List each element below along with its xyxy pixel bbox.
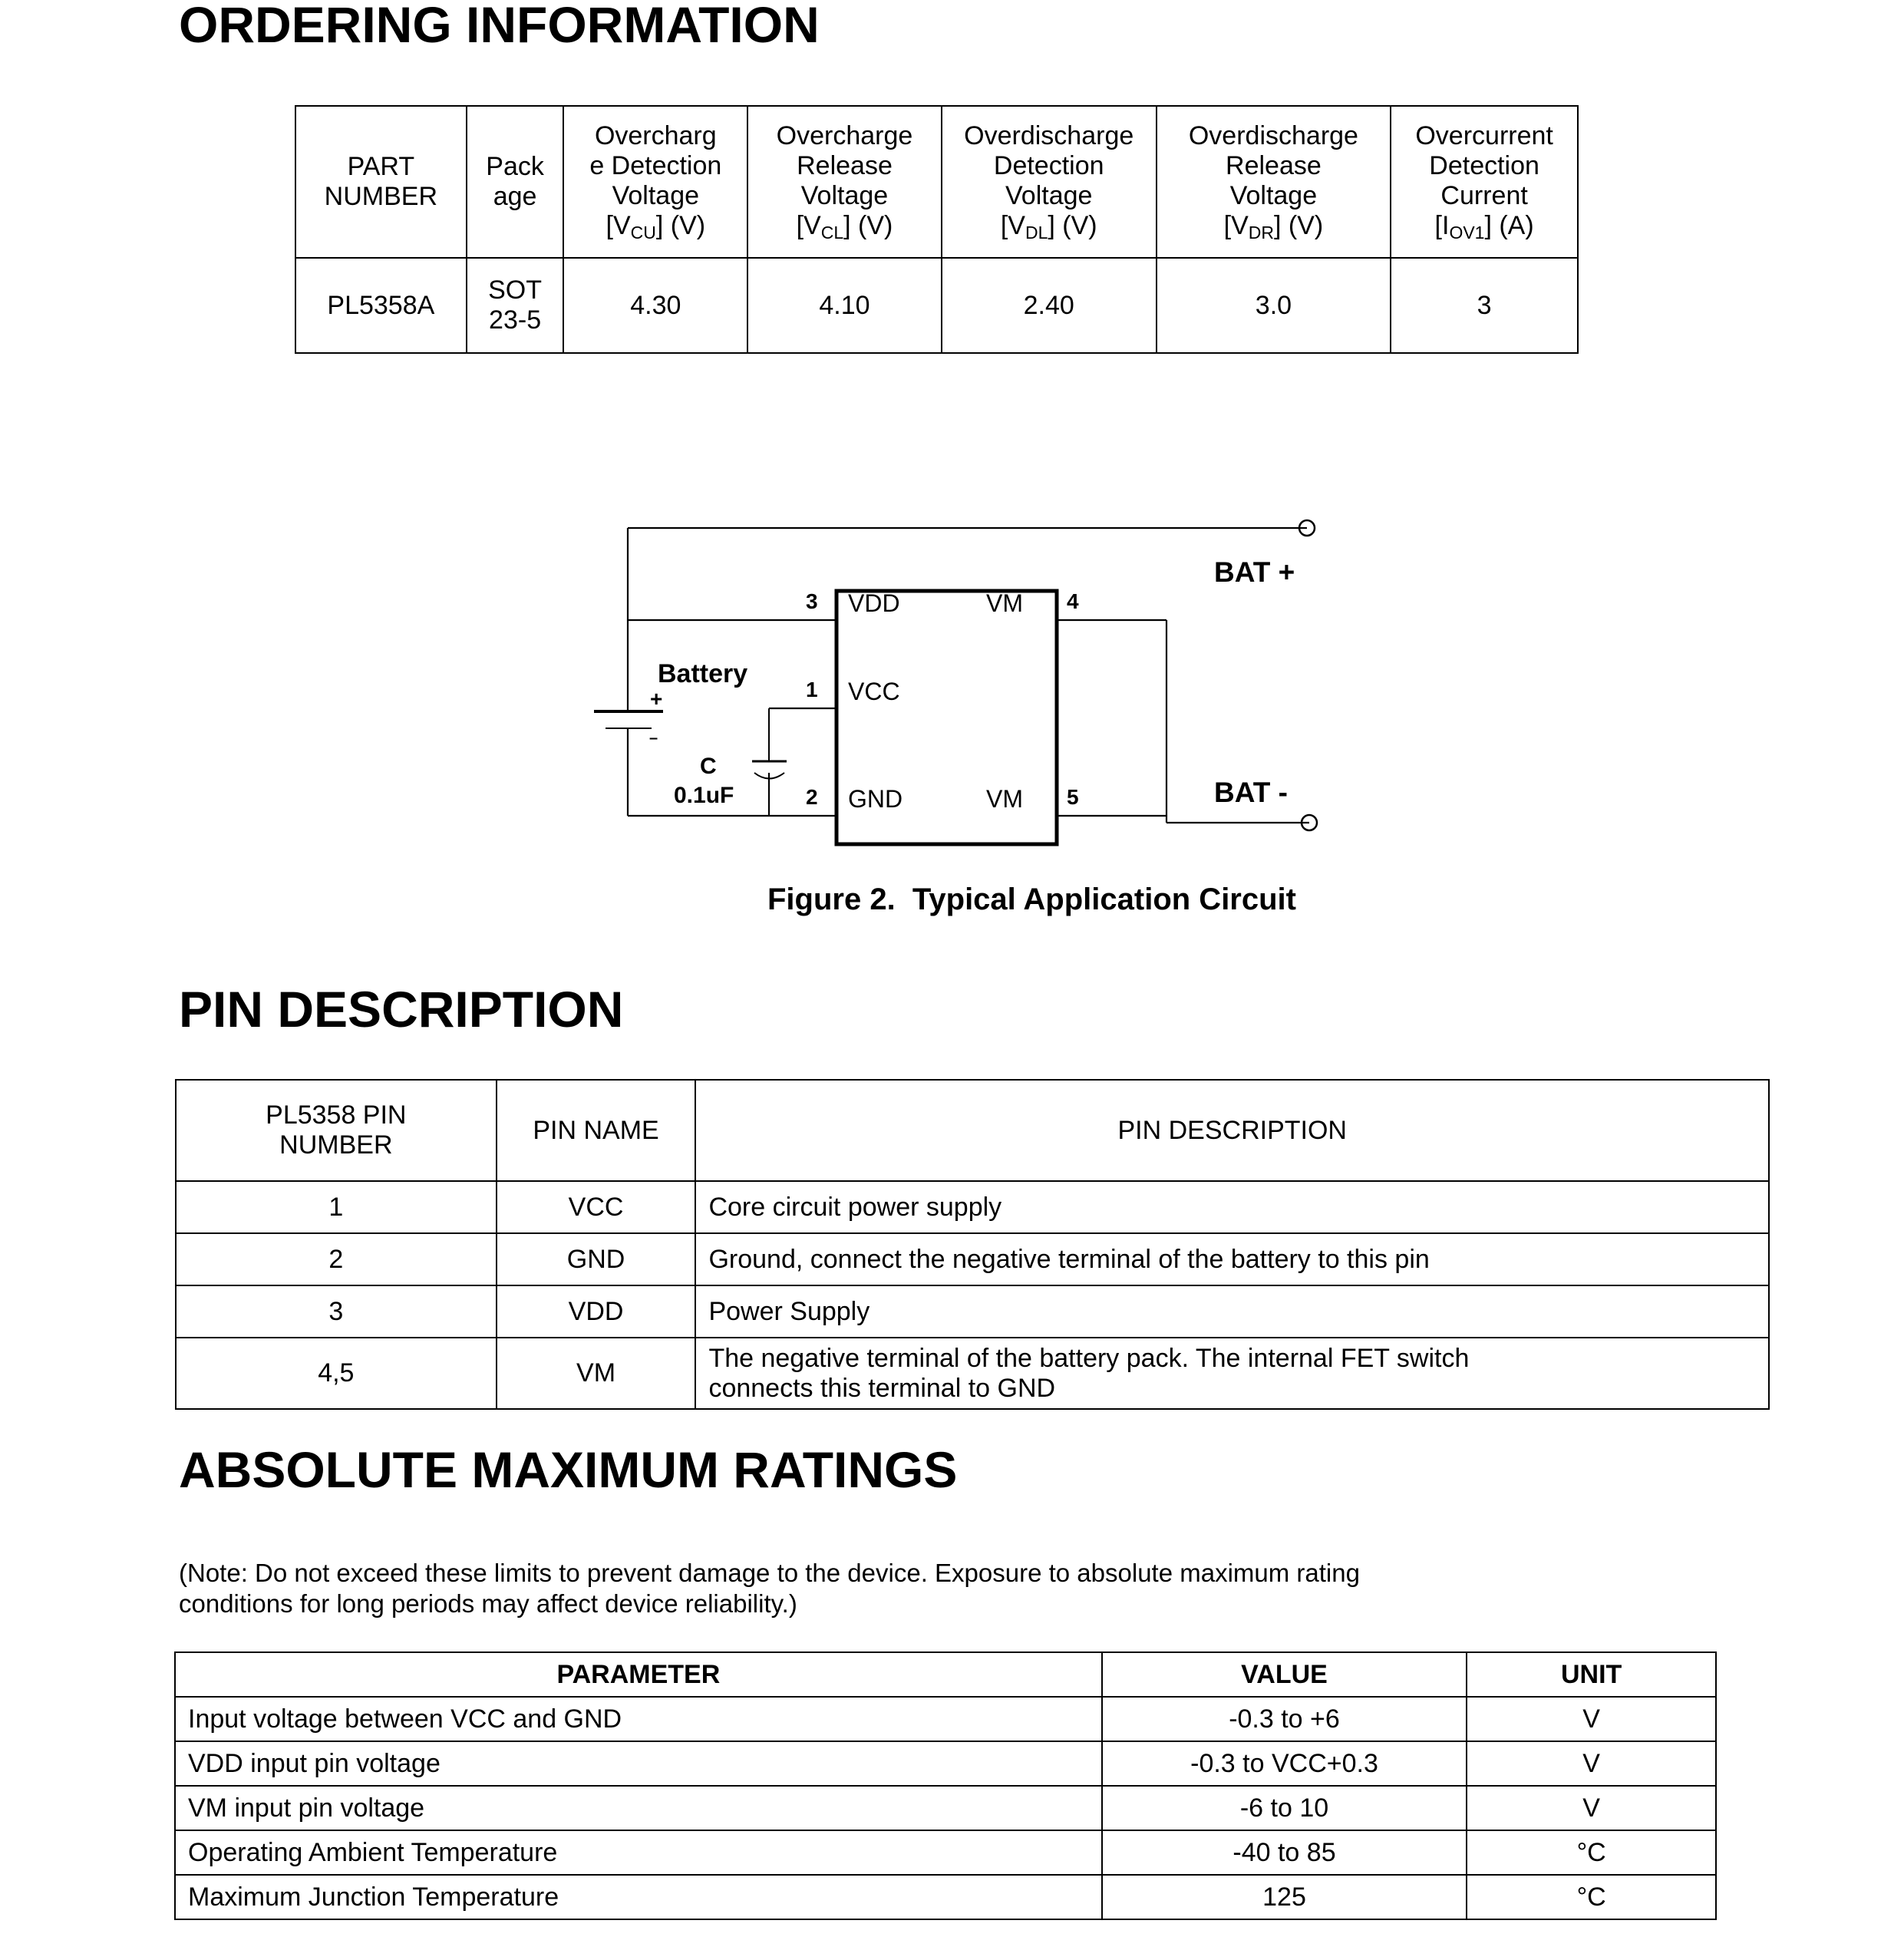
svg-text:BAT -: BAT -: [1214, 777, 1288, 808]
svg-text:GND: GND: [848, 785, 903, 813]
svg-text:VCC: VCC: [848, 678, 900, 705]
svg-text:C: C: [700, 754, 717, 779]
svg-text:+: +: [650, 687, 662, 711]
svg-text:VM: VM: [986, 589, 1023, 617]
svg-text:Figure 2. Typical Application: Figure 2. Typical Application Circuit: [767, 883, 1296, 916]
svg-text:4: 4: [1067, 589, 1079, 613]
svg-text:VM: VM: [986, 785, 1023, 813]
svg-text:–: –: [649, 730, 658, 747]
svg-text:3: 3: [806, 589, 818, 613]
svg-text:0.1uF: 0.1uF: [674, 783, 734, 808]
svg-text:5: 5: [1067, 785, 1079, 809]
svg-text:1: 1: [806, 678, 818, 701]
svg-text:Battery: Battery: [658, 659, 747, 688]
svg-text:BAT +: BAT +: [1214, 556, 1295, 588]
svg-text:2: 2: [806, 785, 818, 809]
svg-text:VDD: VDD: [848, 589, 900, 617]
